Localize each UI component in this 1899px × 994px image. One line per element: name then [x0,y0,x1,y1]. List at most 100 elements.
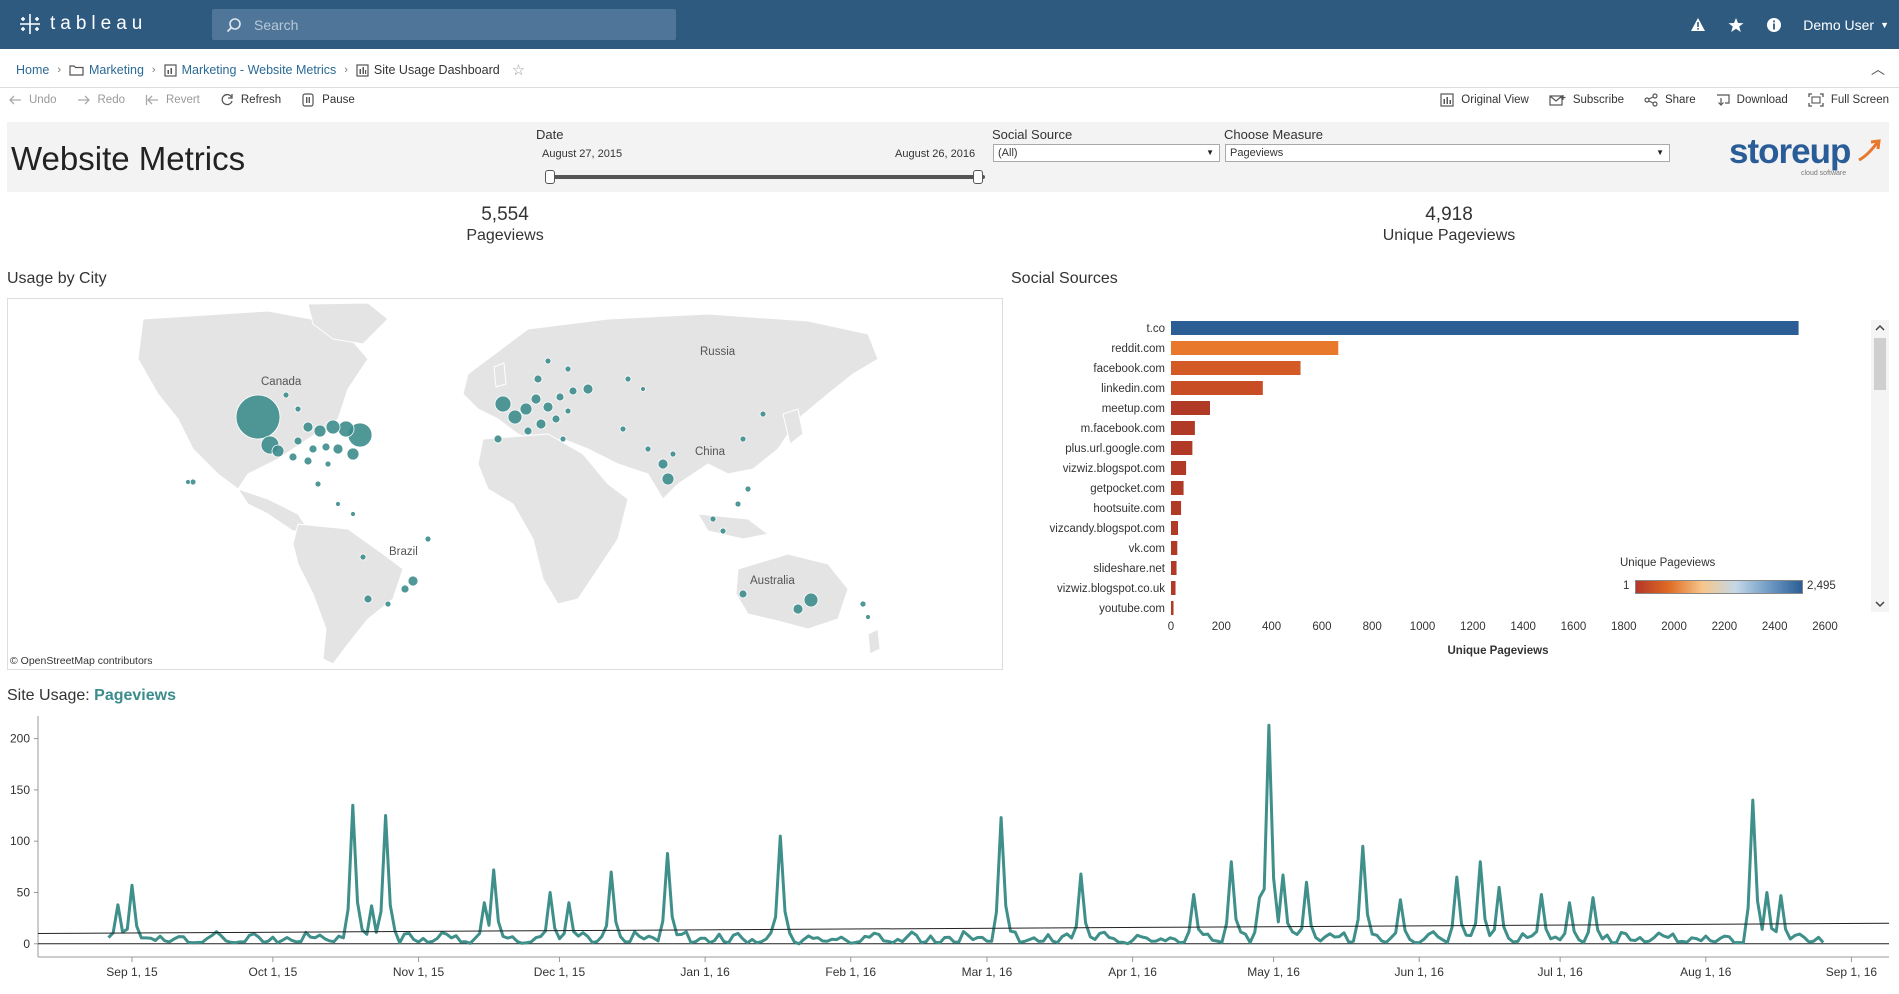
x-tick-label: 600 [1312,621,1331,633]
bar[interactable] [1171,501,1182,515]
x-tick-label: 2000 [1661,621,1687,633]
revert-button[interactable]: Revert [145,93,200,107]
x-tick-label: 1600 [1561,621,1587,633]
bar[interactable] [1171,461,1187,475]
undo-button[interactable]: Undo [8,93,57,107]
city-point [624,375,632,383]
map-credit: © OpenStreetMap contributors [10,655,153,667]
city-point [321,442,331,452]
search-input[interactable] [254,9,664,40]
x-axis-label: Unique Pageviews [1448,645,1549,657]
south-america-landmass [292,523,404,665]
redo-button[interactable]: Redo [77,93,125,107]
search-box[interactable] [212,9,676,40]
bar[interactable] [1171,321,1799,335]
social-source-dropdown[interactable]: (All) ▼ [993,144,1220,162]
favorite-star-icon[interactable]: ☆ [511,62,526,79]
breadcrumb-project[interactable]: Marketing [89,63,144,77]
caret-down-icon: ▼ [1880,19,1889,30]
original-view-button[interactable]: Original View [1440,93,1529,107]
pageviews-series-line [107,723,1825,946]
dashboard-header: Website Metrics Date August 27, 2015 Aug… [7,122,1889,192]
x-tick-label: 800 [1363,621,1382,633]
pageviews-kpi: 5,554 Pageviews [355,204,655,245]
social-sources-bar-chart[interactable]: t.co reddit.com facebook.com linkedin.com me… [1000,310,1890,670]
refresh-icon [221,93,233,106]
x-tick-label: Aug 1, 16 [1680,965,1732,979]
unique-pageviews-value: 4,918 [1425,204,1473,225]
tableau-logo[interactable]: tableau [18,12,147,36]
map-title: Usage by City [7,270,107,287]
redo-icon [77,95,90,105]
info-icon[interactable] [1755,0,1793,49]
new-zealand-islands [867,628,881,655]
city-point [551,414,561,424]
share-button[interactable]: Share [1644,93,1696,107]
bar[interactable] [1171,581,1176,595]
city-point [564,365,572,373]
bar[interactable] [1171,401,1210,415]
city-point [235,394,281,440]
map-label-australia: Australia [750,575,795,587]
x-tick-label: May 1, 16 [1247,965,1300,979]
bar-label: vk.com [1129,543,1165,555]
social-sources-scrollbar[interactable] [1871,320,1889,612]
subscribe-button[interactable]: Subscribe [1549,93,1624,107]
site-usage-line-chart[interactable]: 0 50 100 150 200 Sep 1, 15 Oct 1, 15 Nov 1, 15 D… [0,712,1899,994]
breadcrumb-workbook[interactable]: Marketing - Website Metrics [181,63,337,77]
date-range-slider[interactable] [550,175,985,179]
x-tick-label: 2400 [1762,621,1788,633]
download-icon [1716,94,1730,106]
city-point [335,501,341,507]
folder-icon [69,64,84,76]
alert-icon[interactable] [1679,0,1717,49]
full-screen-icon [1808,93,1824,107]
download-button[interactable]: Download [1716,93,1788,107]
city-point [657,458,669,470]
x-tick-label: Oct 1, 15 [249,965,298,979]
date-slider-end-handle[interactable] [973,170,983,184]
measure-value: Pageviews [1230,147,1284,159]
measure-dropdown[interactable]: Pageviews ▼ [1225,144,1670,162]
greenland-landmass [307,302,389,345]
bar[interactable] [1171,341,1339,355]
date-slider-start-handle[interactable] [545,170,555,184]
bar[interactable] [1171,481,1184,495]
favorites-star-icon[interactable] [1717,0,1755,49]
city-point [400,584,410,594]
x-tick-label: 1400 [1510,621,1536,633]
bar-label: vizwiz.blogspot.com [1063,463,1165,475]
city-point [865,614,871,620]
usage-by-city-map[interactable]: Canada Russia China Brazil Australia [7,298,1003,670]
city-point [669,450,677,458]
x-tick-label: Feb 1, 16 [825,965,876,979]
bar[interactable] [1171,541,1178,555]
full-screen-button[interactable]: Full Screen [1808,93,1889,107]
original-view-icon [1440,93,1454,107]
bar[interactable] [1171,421,1195,435]
bar-label: m.facebook.com [1081,423,1165,435]
y-tick-label: 0 [23,937,30,951]
social-source-value: (All) [998,147,1018,159]
dropdown-arrow-icon: ▼ [1656,148,1664,157]
refresh-label: Refresh [240,94,282,106]
original-view-label: Original View [1461,94,1529,106]
y-tick-label: 50 [17,885,31,899]
x-tick-label: 200 [1212,621,1231,633]
city-point [519,402,533,416]
bar[interactable] [1171,561,1177,575]
city-point [709,515,717,523]
bar[interactable] [1171,441,1193,455]
city-point [640,386,646,392]
bar[interactable] [1171,521,1179,535]
pause-button[interactable]: Pause [301,93,355,107]
x-tick-label: 1000 [1410,621,1436,633]
user-menu[interactable]: Demo User ▼ [1803,17,1889,33]
bar[interactable] [1171,361,1301,375]
breadcrumb-home[interactable]: Home [16,63,50,77]
bar[interactable] [1171,601,1174,615]
japan-islands [782,408,804,445]
bar[interactable] [1171,381,1263,395]
collapse-chevron-up-icon[interactable]: ︿ [1871,61,1885,77]
refresh-button[interactable]: Refresh [220,93,281,107]
